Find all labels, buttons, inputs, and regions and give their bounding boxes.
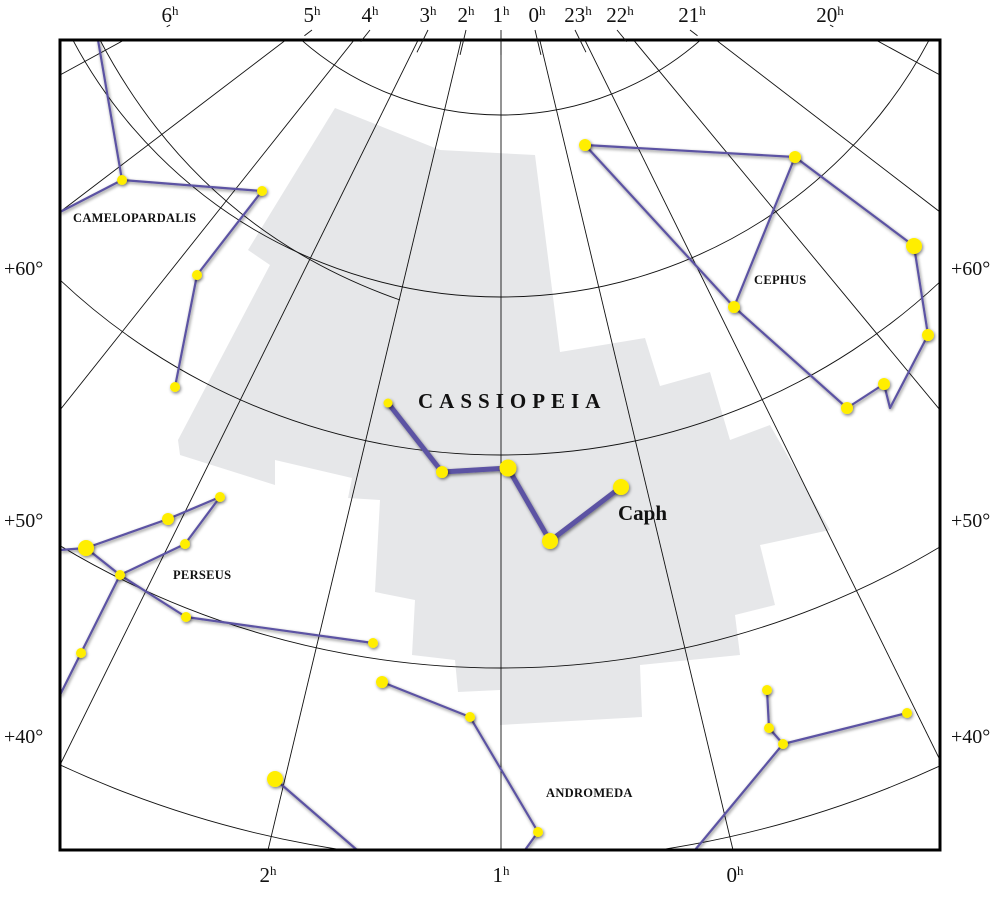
ra-label-bottom: 1h (493, 863, 511, 887)
hour-tick (829, 24, 834, 28)
star (192, 270, 202, 280)
star (778, 739, 788, 749)
star (170, 382, 180, 392)
dec-label-right: +60° (951, 258, 990, 280)
ra-label-top: 1h (493, 3, 511, 27)
hour-line (632, 40, 940, 411)
star (762, 685, 772, 695)
star (267, 771, 283, 787)
hour-line (539, 40, 734, 850)
star-label-caph: Caph (618, 501, 667, 525)
hour-tick (166, 24, 171, 28)
star (499, 459, 517, 477)
ra-label-top: 2h (458, 3, 476, 27)
ra-label-top: 22h (606, 3, 634, 27)
ra-label-top: 3h (420, 3, 438, 27)
star (215, 492, 225, 502)
constellation-line (584, 144, 735, 308)
ra-label-top: 20h (816, 3, 844, 27)
constellation-line (694, 743, 784, 850)
star (533, 827, 543, 837)
star (76, 648, 86, 658)
ra-label-top: 21h (678, 3, 706, 27)
ra-label-top: 0h (529, 3, 547, 27)
star (368, 638, 378, 648)
star (117, 175, 127, 185)
star (78, 540, 94, 556)
constellation-line (584, 143, 930, 410)
constellation-line (60, 495, 221, 552)
constellation-label-perseus: PERSEUS (173, 568, 231, 582)
hour-line (874, 40, 940, 76)
stars (76, 139, 934, 837)
star (257, 186, 267, 196)
ra-label-bottom: 2h (260, 863, 278, 887)
constellation-line (274, 778, 358, 850)
dec-label-left: +40° (4, 726, 43, 748)
star (542, 533, 558, 549)
ra-label-top: 23h (564, 3, 592, 27)
star (902, 708, 912, 718)
dec-label-left: +50° (4, 510, 43, 532)
hour-tick (304, 29, 313, 37)
hour-line (60, 40, 355, 411)
constellation-line (60, 179, 123, 213)
star (579, 139, 591, 151)
constellation-line (60, 574, 121, 696)
star (181, 612, 191, 622)
constellation-label-andromeda: ANDROMEDA (546, 786, 633, 800)
coordinate-grid (60, 40, 940, 850)
constellation-line (85, 547, 374, 645)
star (436, 466, 448, 478)
star (465, 712, 475, 722)
ra-label-top: 6h (162, 3, 180, 27)
hour-line (99, 40, 401, 301)
star (180, 539, 190, 549)
star (613, 479, 629, 495)
constellation-label-cassiopeia: CASSIOPEIA (418, 389, 606, 413)
constellation-label-cephus: CEPHUS (754, 273, 807, 287)
star (764, 723, 774, 733)
star (383, 398, 393, 408)
cassiopeia-boundary (178, 108, 830, 725)
hour-tick (360, 29, 371, 42)
ra-label-bottom: 0h (727, 863, 745, 887)
hour-line (267, 40, 462, 850)
hour-line (715, 40, 940, 213)
constellation-line (381, 680, 540, 850)
dec-label-left: +60° (4, 258, 43, 280)
hour-line (60, 40, 287, 213)
hour-line (60, 40, 126, 76)
hour-line (60, 40, 419, 766)
hour-tick (574, 29, 587, 53)
star (115, 570, 125, 580)
star (841, 402, 853, 414)
ra-label-top: 5h (304, 3, 322, 27)
star (906, 238, 922, 254)
star (162, 513, 174, 525)
chart-frame (58, 38, 942, 852)
ra-label-top: 4h (362, 3, 380, 27)
hour-tick (459, 29, 467, 56)
hour-tick (534, 29, 542, 56)
dec-label-right: +50° (951, 510, 990, 532)
hour-tick (416, 29, 429, 53)
hour-line (584, 40, 940, 761)
star (728, 301, 740, 313)
star (376, 676, 388, 688)
constellation-label-camelopardalis: CAMELOPARDALIS (73, 211, 196, 225)
dec-label-right: +40° (951, 726, 990, 748)
star (789, 151, 801, 163)
hour-tick (616, 29, 628, 42)
star (878, 378, 890, 390)
hour-tick (689, 29, 698, 37)
constellation-line (119, 496, 221, 576)
star (922, 329, 934, 341)
constellation-line (765, 689, 908, 746)
